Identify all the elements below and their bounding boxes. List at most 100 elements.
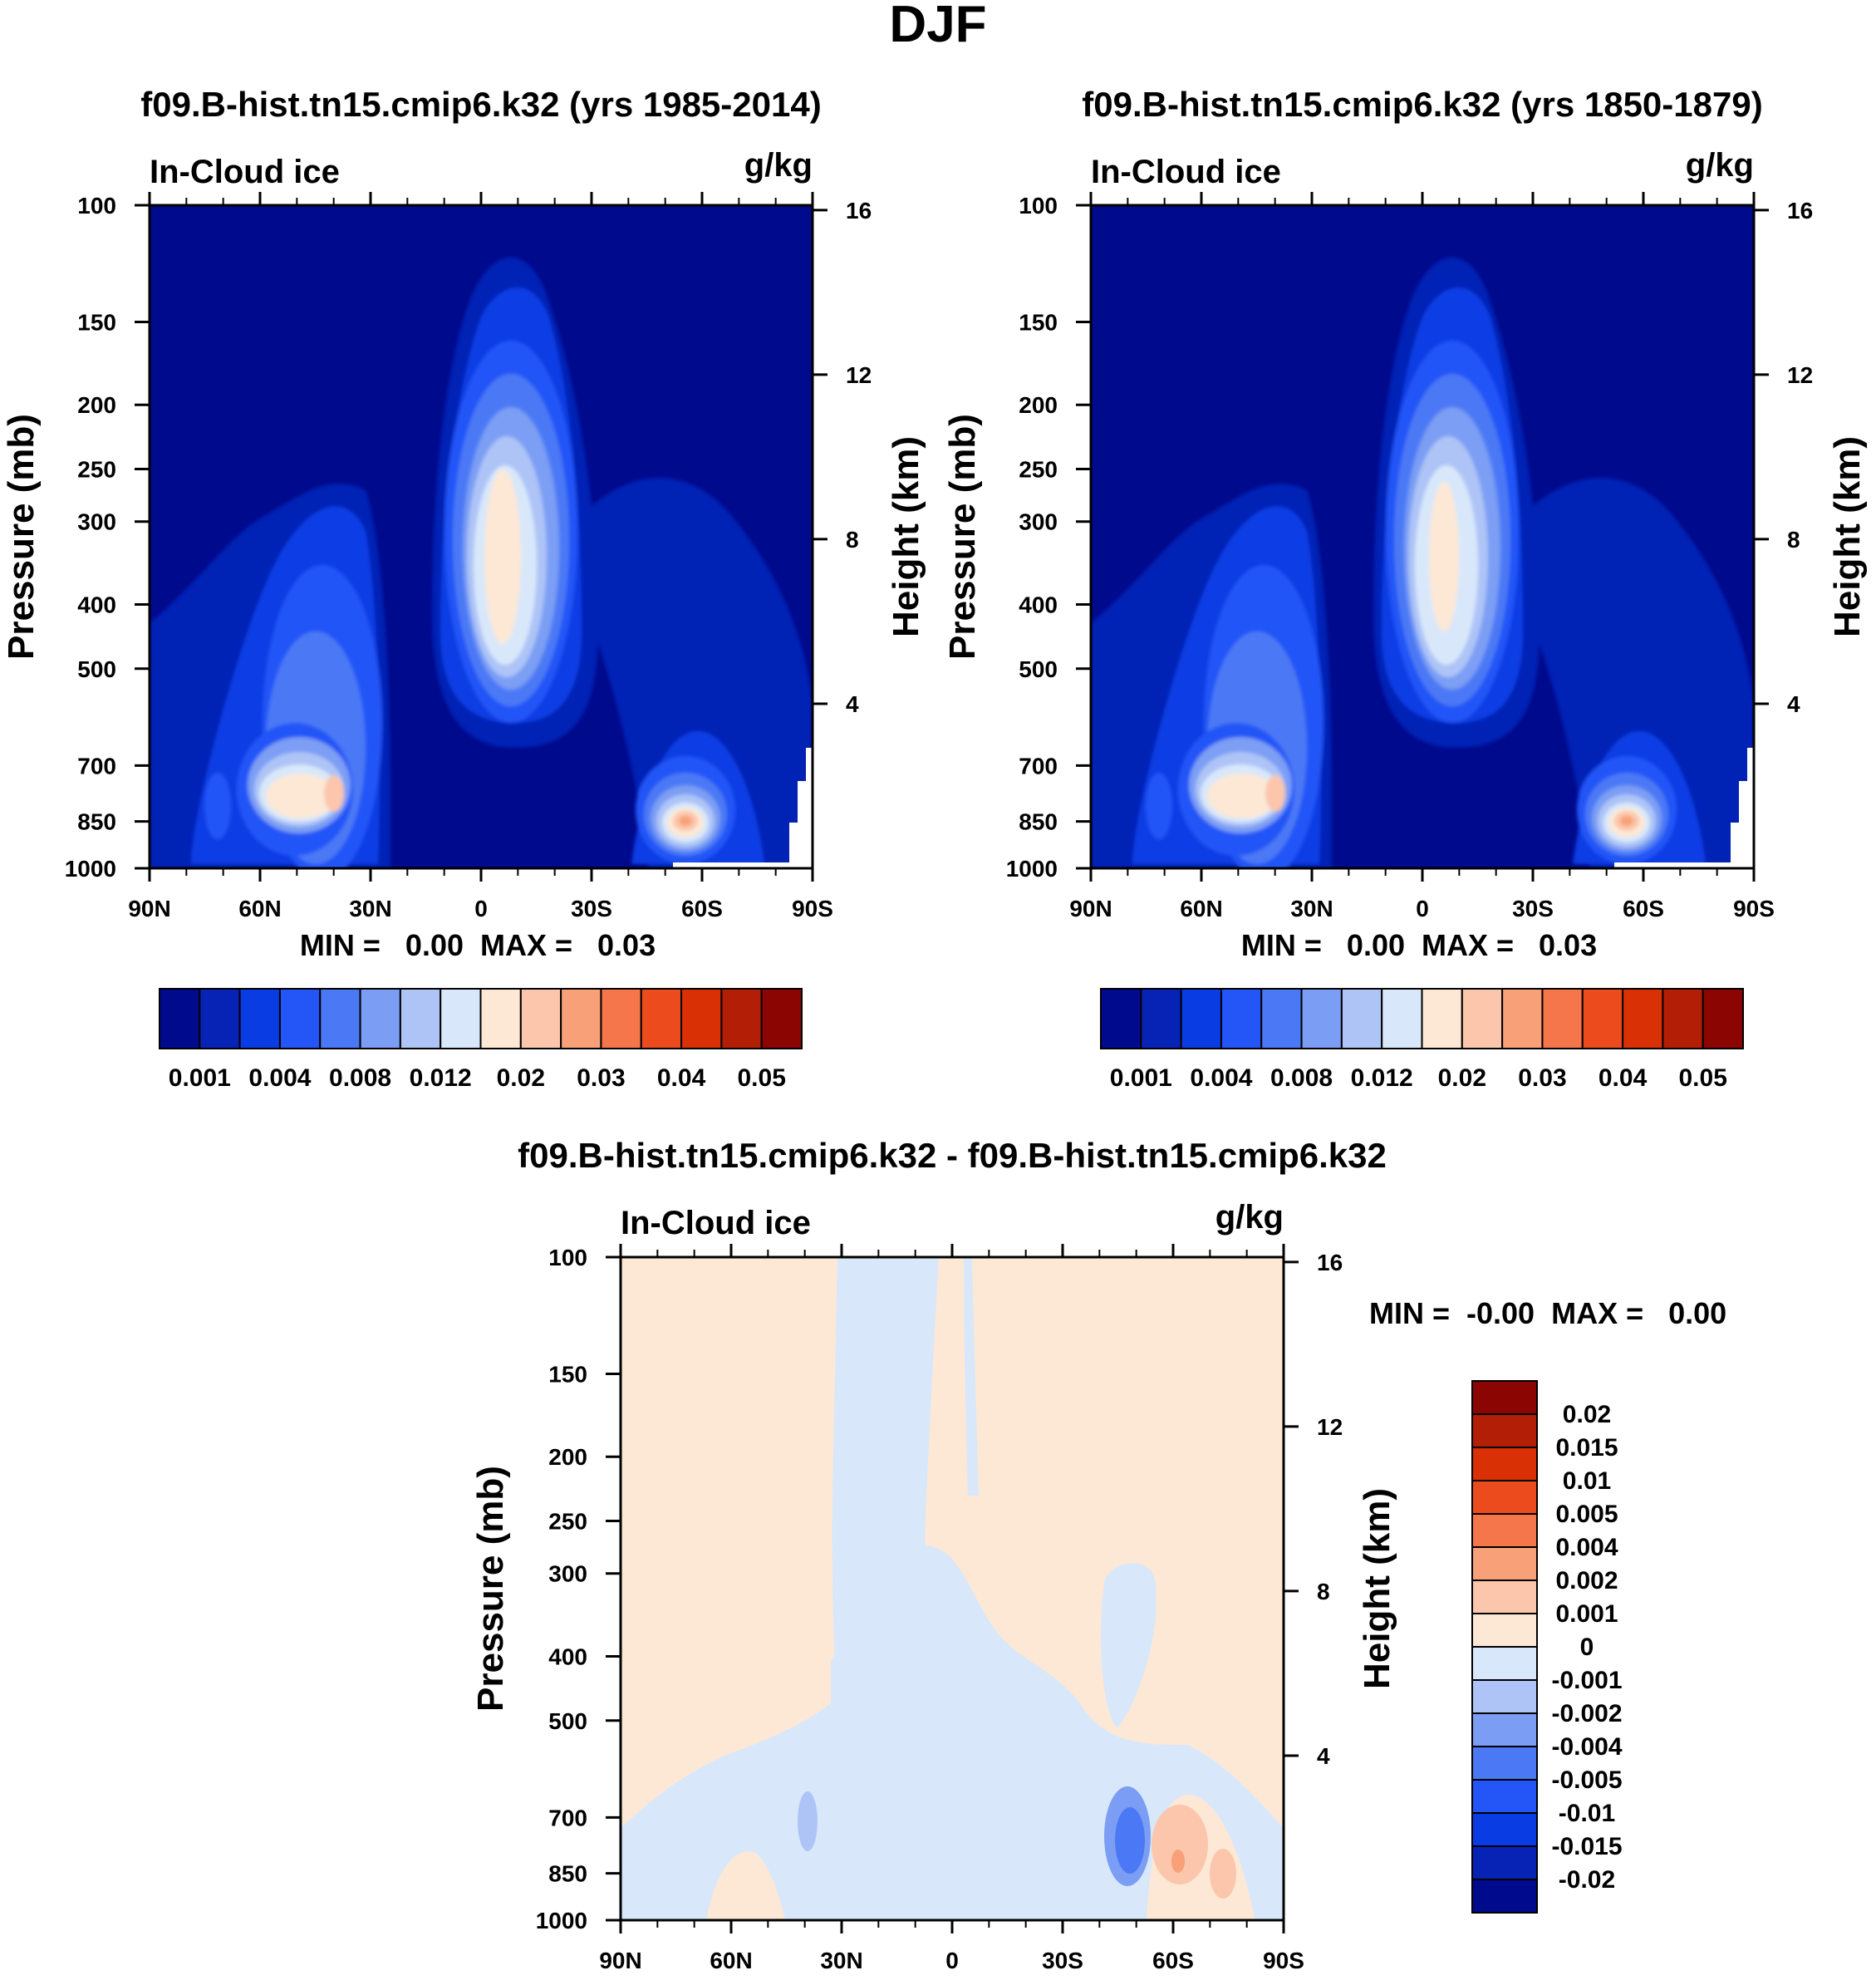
x-tick-label: 60N [1180, 896, 1222, 921]
colorbar-label: -0.002 [1551, 1700, 1622, 1727]
y-axis-right-label: Height (km) [886, 436, 926, 637]
panel-title: f09.B-hist.tn15.cmip6.k32 (yrs 1850-1879… [1082, 85, 1762, 124]
colorbar-swatch [1471, 1513, 1538, 1548]
y-tick-label: 250 [77, 457, 116, 483]
y-right-tick-label: 8 [846, 527, 859, 553]
y-right-tick-label: 12 [1317, 1414, 1343, 1440]
y-right-tick-label: 16 [1317, 1250, 1343, 1275]
x-tick-label: 30S [1512, 896, 1554, 921]
x-tick-label: 90N [1069, 896, 1112, 921]
colorbar-label: 0.015 [1555, 1434, 1618, 1462]
colorbar-label: 0.001 [169, 1064, 231, 1092]
y-tick-label: 200 [1019, 392, 1058, 418]
x-tick-label: 90S [1263, 1948, 1304, 1973]
panel-top-left: f09.B-hist.tn15.cmip6.k32 (yrs 1985-2014… [1, 85, 926, 1092]
colorbar-swatch [1220, 988, 1263, 1049]
y-tick-label: 700 [1019, 753, 1058, 779]
colorbar-swatch [1471, 1580, 1538, 1614]
colorbar-swatch [1471, 1845, 1538, 1880]
colorbar-swatch [1461, 988, 1504, 1049]
colorbar-label: -0.02 [1559, 1866, 1615, 1894]
y-tick-label: 1000 [1006, 856, 1058, 882]
colorbar-swatch [640, 988, 683, 1049]
figure-title: DJF [889, 0, 986, 53]
x-tick-label: 90N [128, 896, 170, 921]
y-tick-label: 850 [548, 1861, 587, 1887]
y-tick-label: 250 [548, 1509, 587, 1535]
panel-units-label: g/kg [1215, 1199, 1284, 1236]
colorbar-label: 0 [1580, 1634, 1594, 1661]
colorbar-label: 0.012 [1351, 1064, 1413, 1092]
colorbar-swatch [159, 988, 201, 1049]
y-right-tick-label: 16 [1787, 198, 1813, 224]
colorbar-swatch [1471, 1546, 1538, 1581]
colorbar-label: 0.001 [1555, 1600, 1618, 1628]
colorbar-swatch [1140, 988, 1182, 1049]
y-tick-label: 1000 [65, 856, 116, 882]
colorbar-label: 0.008 [329, 1064, 391, 1092]
panel-title: f09.B-hist.tn15.cmip6.k32 - f09.B-hist.t… [518, 1136, 1387, 1175]
panel-left-label: In-Cloud ice [1091, 154, 1281, 190]
panel-title: f09.B-hist.tn15.cmip6.k32 (yrs 1985-2014… [140, 85, 821, 124]
colorbar-swatch [319, 988, 361, 1049]
y-right-tick-label: 12 [846, 362, 872, 388]
colorbar-label: -0.001 [1551, 1667, 1622, 1694]
colorbar-label: 0.04 [657, 1064, 706, 1092]
y-tick-label: 100 [1019, 193, 1058, 219]
colorbar-label: 0.001 [1110, 1064, 1172, 1092]
colorbar-swatch [560, 988, 602, 1049]
colorbar-label: 0.02 [1563, 1401, 1611, 1428]
y-tick-label: 100 [548, 1245, 587, 1270]
x-tick-label: 90N [599, 1948, 641, 1973]
y-tick-label: 400 [1019, 592, 1058, 617]
x-tick-label: 30S [571, 896, 612, 921]
colorbar-swatch [1581, 988, 1624, 1049]
y-axis-label: Pressure (mb) [942, 414, 983, 660]
colorbar-swatch [760, 988, 803, 1049]
contour-field [1091, 205, 1754, 868]
colorbar-swatch [1471, 1646, 1538, 1681]
colorbar-swatch [1662, 988, 1704, 1049]
colorbar-swatch [1471, 1613, 1538, 1648]
colorbar-swatch [399, 988, 442, 1049]
y-right-tick-label: 4 [1787, 691, 1800, 717]
colorbar-swatch [1471, 1679, 1538, 1714]
y-right-tick-label: 4 [1317, 1743, 1330, 1769]
x-tick-label: 90S [1733, 896, 1775, 921]
x-tick-label: 60N [238, 896, 281, 921]
x-tick-label: 60S [1623, 896, 1664, 921]
x-tick-label: 30N [349, 896, 391, 921]
y-right-tick-label: 8 [1317, 1579, 1330, 1604]
colorbar-swatch [1180, 988, 1222, 1049]
colorbar-label: -0.005 [1551, 1766, 1622, 1794]
colorbar-swatch [1622, 988, 1664, 1049]
colorbar-swatch [278, 988, 322, 1049]
y-tick-label: 500 [1019, 656, 1058, 682]
y-tick-label: 150 [548, 1362, 587, 1388]
contour-field [150, 205, 813, 868]
colorbar-label: 0.012 [410, 1064, 472, 1092]
colorbar-swatch [440, 988, 482, 1049]
panel-units-label: g/kg [744, 147, 813, 184]
x-tick-label: 30N [820, 1948, 862, 1973]
colorbar-label: 0.004 [1555, 1534, 1618, 1561]
colorbar-label: 0.02 [1438, 1064, 1486, 1092]
colorbar-swatch [1541, 988, 1584, 1049]
colorbar-swatch [1471, 1447, 1538, 1481]
panel-difference: f09.B-hist.tn15.cmip6.k32 - f09.B-hist.t… [470, 1136, 1726, 1973]
colorbar-swatch [1702, 988, 1744, 1049]
x-tick-label: 60N [710, 1948, 752, 1973]
y-tick-label: 200 [77, 392, 116, 418]
y-tick-label: 850 [1019, 809, 1058, 835]
y-tick-label: 150 [77, 310, 116, 336]
colorbar-swatch [1471, 1480, 1538, 1515]
axes-top-right: 90N 60N 30N 0 30S 60S 90S 100 150 200 250 300 400 500… [1006, 192, 1813, 921]
x-tick-label: 0 [1416, 896, 1429, 921]
colorbar-label: -0.015 [1551, 1833, 1622, 1860]
colorbar-swatch [1260, 988, 1303, 1049]
colorbar-label: 0.03 [1518, 1064, 1566, 1092]
colorbar-swatch [519, 988, 562, 1049]
colorbar-swatch [359, 988, 401, 1049]
axes-difference: 90N 60N 30N 0 30S 60S 90S 100 150 200 250 300 400 500… [536, 1244, 1343, 1973]
x-tick-label: 0 [474, 896, 488, 921]
